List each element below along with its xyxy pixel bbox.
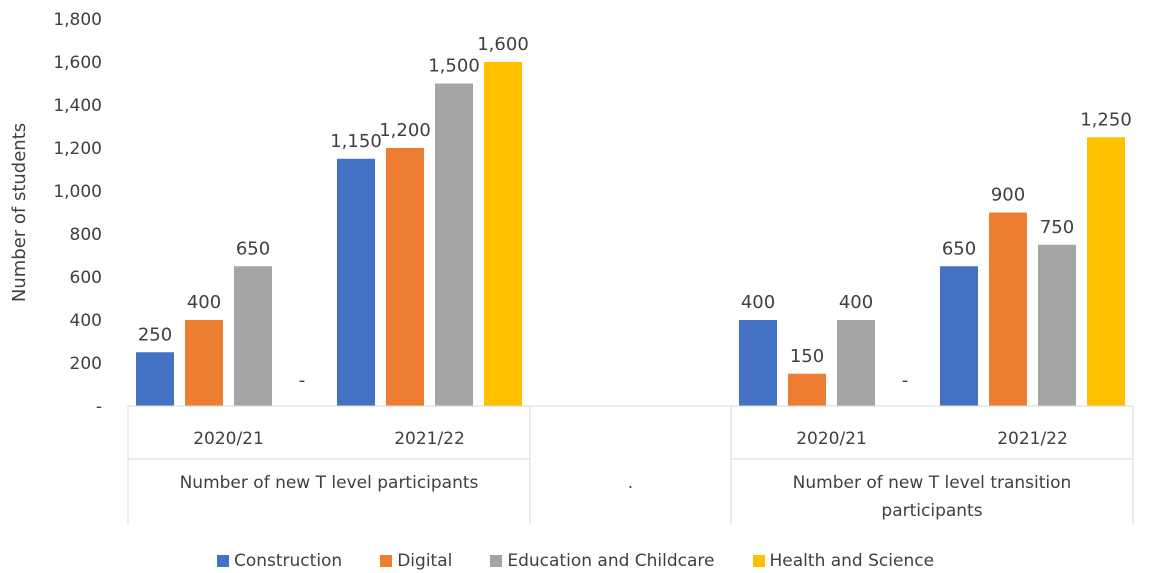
bar-construction: [136, 352, 174, 406]
bar-digital: [185, 320, 223, 406]
y-tick-label: 1,200: [53, 139, 102, 159]
y-tick-label: 600: [70, 268, 102, 288]
legend-item-digital: Digital: [380, 550, 452, 572]
bar-construction: [940, 266, 978, 406]
data-label: -: [902, 370, 909, 391]
bar-education-and-childcare: [435, 83, 473, 406]
data-label: 1,150: [330, 131, 382, 152]
y-tick-label: 1,800: [53, 10, 102, 30]
y-tick-label: 200: [70, 354, 102, 374]
x-group-label: Number of new T level participants: [180, 473, 479, 493]
y-tick-label: 1,600: [53, 53, 102, 73]
x-group-label: .: [628, 473, 633, 493]
legend-label-construction: Construction: [233, 551, 343, 571]
legend-item-health-science: Health and Science: [752, 550, 935, 572]
y-tick-label: -: [96, 397, 102, 417]
legend-label-digital: Digital: [397, 551, 453, 571]
x-category-label: 2021/22: [997, 429, 1068, 449]
y-axis-label: Number of students: [9, 123, 30, 302]
data-label: 650: [236, 238, 270, 259]
legend-item-education-childcare: Education and Childcare: [490, 550, 715, 572]
bar-education-and-childcare: [837, 320, 875, 406]
y-tick-label: 800: [70, 225, 102, 245]
data-label: -: [299, 370, 306, 391]
bar-education-and-childcare: [1038, 244, 1076, 406]
data-label: 150: [790, 346, 824, 367]
bar-digital: [788, 373, 826, 406]
bar-construction: [739, 320, 777, 406]
x-category-label: 2020/21: [796, 429, 867, 449]
data-label: 400: [839, 292, 873, 313]
data-label: 400: [187, 292, 221, 313]
bar-education-and-childcare: [234, 266, 272, 406]
legend: Construction Digital Education and Child…: [0, 550, 1151, 572]
x-category-label: 2021/22: [394, 429, 465, 449]
y-tick-label: 1,400: [53, 96, 102, 116]
data-label: 1,600: [477, 34, 529, 55]
bar-digital: [386, 148, 424, 406]
data-label: 1,200: [379, 120, 431, 141]
y-tick-label: 1,000: [53, 182, 102, 202]
data-label: 650: [942, 238, 976, 259]
y-tick-label: 400: [70, 311, 102, 331]
bar-construction: [337, 158, 375, 406]
bar-health-and-science: [1087, 137, 1125, 406]
bar-digital: [989, 212, 1027, 406]
legend-swatch-construction: [216, 555, 229, 567]
legend-label-health-science: Health and Science: [769, 551, 935, 571]
legend-item-construction: Construction: [216, 550, 343, 572]
x-group-label: Number of new T level transition particip…: [793, 473, 1072, 521]
data-label: 750: [1040, 217, 1074, 238]
bar-health-and-science: [484, 62, 522, 406]
legend-swatch-health-science: [752, 555, 765, 567]
x-category-label: 2020/21: [193, 429, 264, 449]
legend-swatch-digital: [380, 555, 393, 567]
legend-label-education-childcare: Education and Childcare: [507, 551, 715, 571]
data-label: 900: [991, 185, 1025, 206]
data-label: 250: [138, 324, 172, 345]
data-label: 400: [741, 292, 775, 313]
data-label: 1,250: [1080, 109, 1132, 130]
legend-swatch-education-childcare: [490, 555, 503, 567]
data-label: 1,500: [428, 56, 480, 77]
